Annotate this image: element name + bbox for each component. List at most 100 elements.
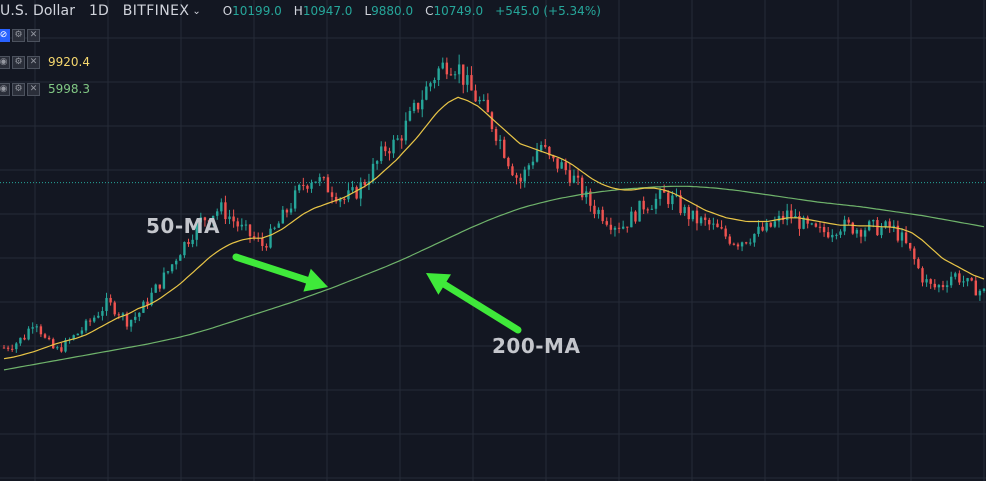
candle-body [371,163,375,182]
candle-body [166,271,170,273]
candle-body [121,313,125,316]
candle-body [621,226,625,229]
candle-body [872,220,875,222]
candle-body [19,337,22,344]
candle-body [511,166,514,176]
indicator-row-volume: ⊘ ⚙ ✕ [0,28,40,42]
candle-body [138,312,141,317]
candle-body [265,245,268,248]
close-icon[interactable]: ✕ [27,28,40,42]
eye-off-icon[interactable]: ⊘ [0,28,10,42]
candle-body [617,227,621,229]
candle-body [560,162,563,169]
candle-body [183,242,186,256]
candle-body [790,210,793,219]
candle-body [52,339,55,349]
candle-body [310,182,313,189]
arrow-to-200-ma [426,273,522,334]
candle-body [831,234,834,238]
close-label: C [425,4,434,18]
candle-body [445,62,449,75]
gear-icon[interactable]: ⚙ [12,55,25,69]
candle-body [244,224,248,226]
candle-body [740,242,744,247]
eye-icon[interactable]: ◉ [0,82,10,96]
candle-body [466,75,469,85]
candle-body [605,221,608,225]
candle-body [720,227,723,229]
gear-icon[interactable]: ⚙ [12,82,25,96]
candle-body [531,161,535,166]
candle-body [757,226,760,234]
candle-body [375,161,379,164]
candle-body [93,317,96,322]
candle-body [638,200,641,222]
candle-body [716,223,719,228]
candle-body [945,285,949,288]
candle-body [954,273,957,277]
ma-200-annotation: 200-MA [492,334,581,358]
candle-body [105,297,108,312]
candle-body [175,260,178,265]
candle-body [646,209,649,211]
candle-body [482,99,485,101]
candle-body [457,64,461,75]
candle-body [380,146,383,162]
candle-body [896,225,900,241]
candle-body [913,248,916,260]
candle-body [802,217,805,229]
candle-body [609,224,613,230]
candle-body [601,209,604,222]
candle-body [798,216,801,229]
candle-body [982,288,986,291]
candle-body [88,320,92,322]
interval-label[interactable]: 1D [89,3,109,19]
candle-body [515,175,518,178]
candle-body [269,228,272,248]
candle-body [966,278,969,282]
arrow-to-50-ma [232,253,328,292]
candle-body [925,279,928,283]
candle-body [462,64,465,85]
candle-body [56,347,59,349]
candle-body [519,177,522,182]
candle-body [293,190,297,209]
candle-body [248,224,252,237]
candle-body [859,229,863,237]
candle-body [203,217,207,221]
candle-body [777,215,781,222]
gear-icon[interactable]: ⚙ [12,28,25,42]
candle-body [80,330,84,334]
eye-icon[interactable]: ◉ [0,55,10,69]
candle-body [330,192,334,197]
candle-body [949,276,953,286]
candle-body [232,216,235,222]
candle-body [773,221,777,227]
candle-body [154,284,157,293]
exchange-label[interactable]: BITFINEX [122,3,190,19]
candle-body [408,110,412,121]
ma-50-value: 9920.4 [48,55,90,69]
candle-body [941,285,945,288]
high-label: H [293,4,303,18]
candle-body [863,230,867,237]
ma-50-line [3,96,985,360]
candle-body [876,220,879,236]
candle-body [43,334,47,338]
chevron-down-icon[interactable]: ⌄ [192,5,201,17]
candle-body [170,264,174,272]
candle-body [736,244,740,247]
candle-body [933,283,936,288]
candle-body [224,202,227,220]
candle-body [412,102,416,111]
symbol-title[interactable]: U.S. Dollar [0,3,76,19]
candle-body [675,195,678,197]
candle-body [626,226,629,228]
candle-body [671,195,674,205]
close-icon[interactable]: ✕ [27,82,40,96]
candle-body [302,184,305,186]
candle-body [388,151,391,154]
candle-body [667,192,670,205]
close-icon[interactable]: ✕ [27,55,40,69]
